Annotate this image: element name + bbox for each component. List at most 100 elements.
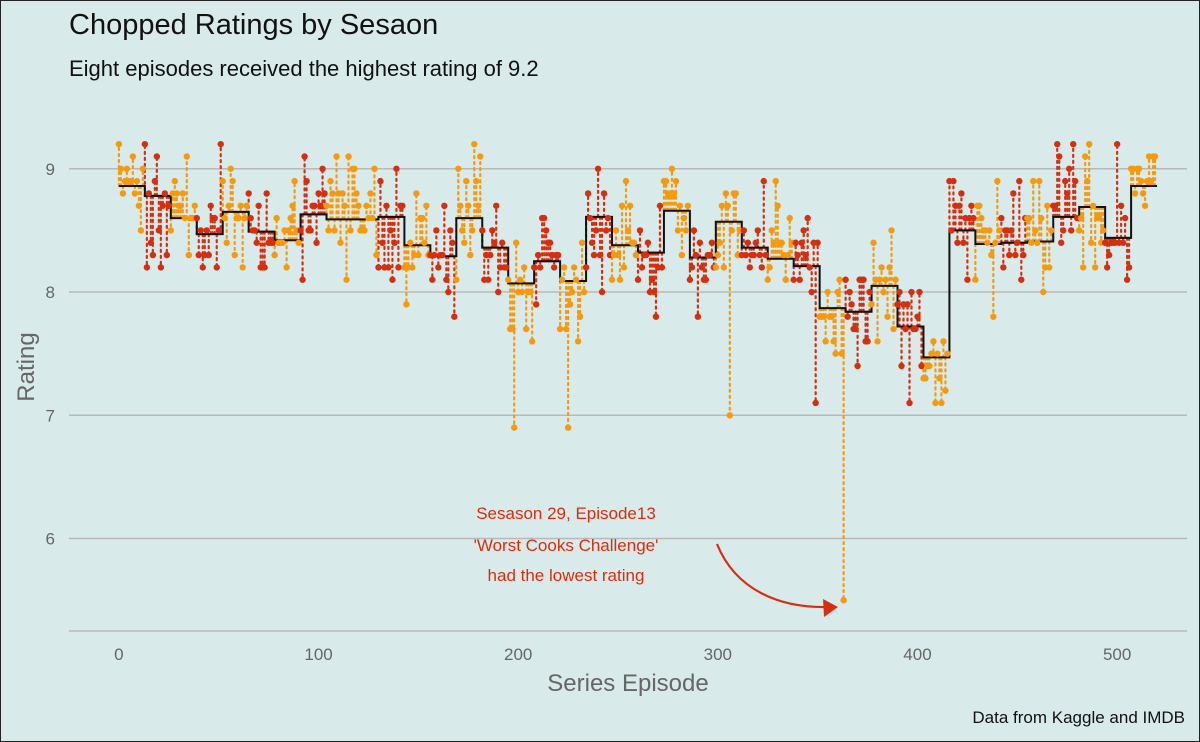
episode-point bbox=[728, 227, 736, 234]
episode-point bbox=[1083, 177, 1091, 185]
episode-point bbox=[838, 350, 845, 357]
episode-point bbox=[509, 325, 516, 333]
episode-point bbox=[686, 276, 694, 283]
episode-point bbox=[455, 165, 462, 172]
episode-point bbox=[161, 190, 169, 197]
episode-point bbox=[540, 214, 548, 222]
episode-point bbox=[261, 264, 268, 271]
episode-point bbox=[596, 251, 604, 259]
episode-point bbox=[251, 227, 258, 234]
episode-point bbox=[237, 202, 244, 209]
episode-point bbox=[740, 227, 747, 234]
episode-point bbox=[355, 202, 362, 209]
episode-point bbox=[884, 313, 891, 320]
episode-point bbox=[568, 288, 576, 296]
episode-point bbox=[203, 227, 210, 234]
episode-point bbox=[722, 190, 730, 197]
episode-point bbox=[706, 251, 714, 259]
episode-point bbox=[888, 227, 895, 234]
episode-point bbox=[584, 190, 592, 197]
episode-point bbox=[892, 276, 899, 283]
episode-point bbox=[475, 202, 482, 209]
episode-point bbox=[247, 214, 254, 222]
episode-point bbox=[942, 387, 949, 394]
episode-point bbox=[205, 251, 212, 259]
episode-point bbox=[469, 227, 476, 234]
episode-point bbox=[1121, 214, 1129, 222]
episode-point bbox=[582, 264, 590, 271]
gridlines bbox=[69, 168, 1187, 632]
episode-point bbox=[369, 214, 376, 222]
episode-point bbox=[1008, 227, 1015, 234]
episode-point bbox=[558, 276, 566, 283]
episode-point bbox=[1036, 177, 1043, 185]
episode-point bbox=[1030, 177, 1037, 185]
episode-point bbox=[868, 301, 875, 308]
episode-point bbox=[1064, 190, 1071, 197]
episode-point bbox=[756, 251, 763, 259]
episode-point bbox=[409, 264, 416, 271]
episode-point bbox=[421, 239, 428, 246]
episode-point bbox=[1085, 140, 1093, 148]
episode-point bbox=[321, 190, 328, 197]
episode-point bbox=[976, 202, 983, 209]
episode-point bbox=[1066, 165, 1073, 172]
episode-point bbox=[688, 264, 696, 271]
episode-point bbox=[167, 227, 175, 234]
episode-point bbox=[636, 227, 644, 234]
episode-point bbox=[832, 350, 839, 357]
episode-point bbox=[199, 264, 206, 271]
episode-point bbox=[385, 264, 392, 271]
episode-point bbox=[616, 276, 624, 283]
episode-point bbox=[1103, 264, 1111, 271]
episode-point bbox=[207, 202, 214, 209]
episode-point bbox=[732, 190, 740, 197]
episode-point bbox=[183, 153, 190, 160]
episode-point bbox=[511, 424, 518, 431]
episode-point bbox=[1044, 202, 1051, 209]
annotation-line-2: 'Worst Cooks Challenge' bbox=[474, 536, 659, 555]
episode-point bbox=[403, 301, 410, 308]
episode-point bbox=[143, 264, 151, 271]
episode-point bbox=[958, 190, 965, 197]
episode-point bbox=[742, 251, 749, 259]
episode-point bbox=[243, 202, 250, 209]
episode-point bbox=[1137, 177, 1145, 185]
episode-segments bbox=[117, 143, 1157, 602]
episode-point bbox=[1028, 239, 1035, 246]
episode-point bbox=[1012, 251, 1019, 259]
episode-point bbox=[347, 227, 354, 234]
episode-point bbox=[159, 202, 167, 209]
episode-point bbox=[1016, 177, 1023, 185]
episode-point bbox=[315, 190, 322, 197]
episode-point bbox=[145, 190, 153, 197]
episode-point bbox=[554, 251, 562, 259]
y-tick-7: 7 bbox=[46, 406, 55, 425]
episode-point bbox=[1006, 251, 1013, 259]
episode-point bbox=[1141, 202, 1149, 209]
episode-point bbox=[1113, 140, 1121, 148]
episode-point bbox=[465, 202, 472, 209]
episode-point bbox=[361, 227, 368, 234]
episode-point bbox=[518, 288, 526, 296]
episode-point bbox=[824, 288, 831, 296]
episode-point bbox=[842, 276, 849, 283]
episode-point bbox=[1135, 165, 1143, 172]
episode-point bbox=[1151, 153, 1159, 160]
episode-point bbox=[624, 227, 632, 234]
chart-subtitle: Eight episodes received the highest rati… bbox=[69, 56, 539, 81]
episode-point bbox=[690, 227, 698, 234]
episode-point bbox=[119, 190, 127, 197]
episode-point bbox=[972, 276, 979, 283]
episode-point bbox=[419, 214, 426, 222]
episode-point bbox=[854, 362, 861, 370]
episode-point bbox=[834, 288, 841, 296]
episode-point bbox=[387, 227, 394, 234]
x-tick-0: 0 bbox=[114, 645, 123, 664]
episode-point bbox=[1147, 177, 1155, 185]
episode-point bbox=[914, 313, 921, 320]
episode-point bbox=[1119, 239, 1127, 246]
episode-point bbox=[297, 227, 304, 234]
episode-point bbox=[149, 251, 157, 259]
episode-point bbox=[744, 239, 751, 246]
